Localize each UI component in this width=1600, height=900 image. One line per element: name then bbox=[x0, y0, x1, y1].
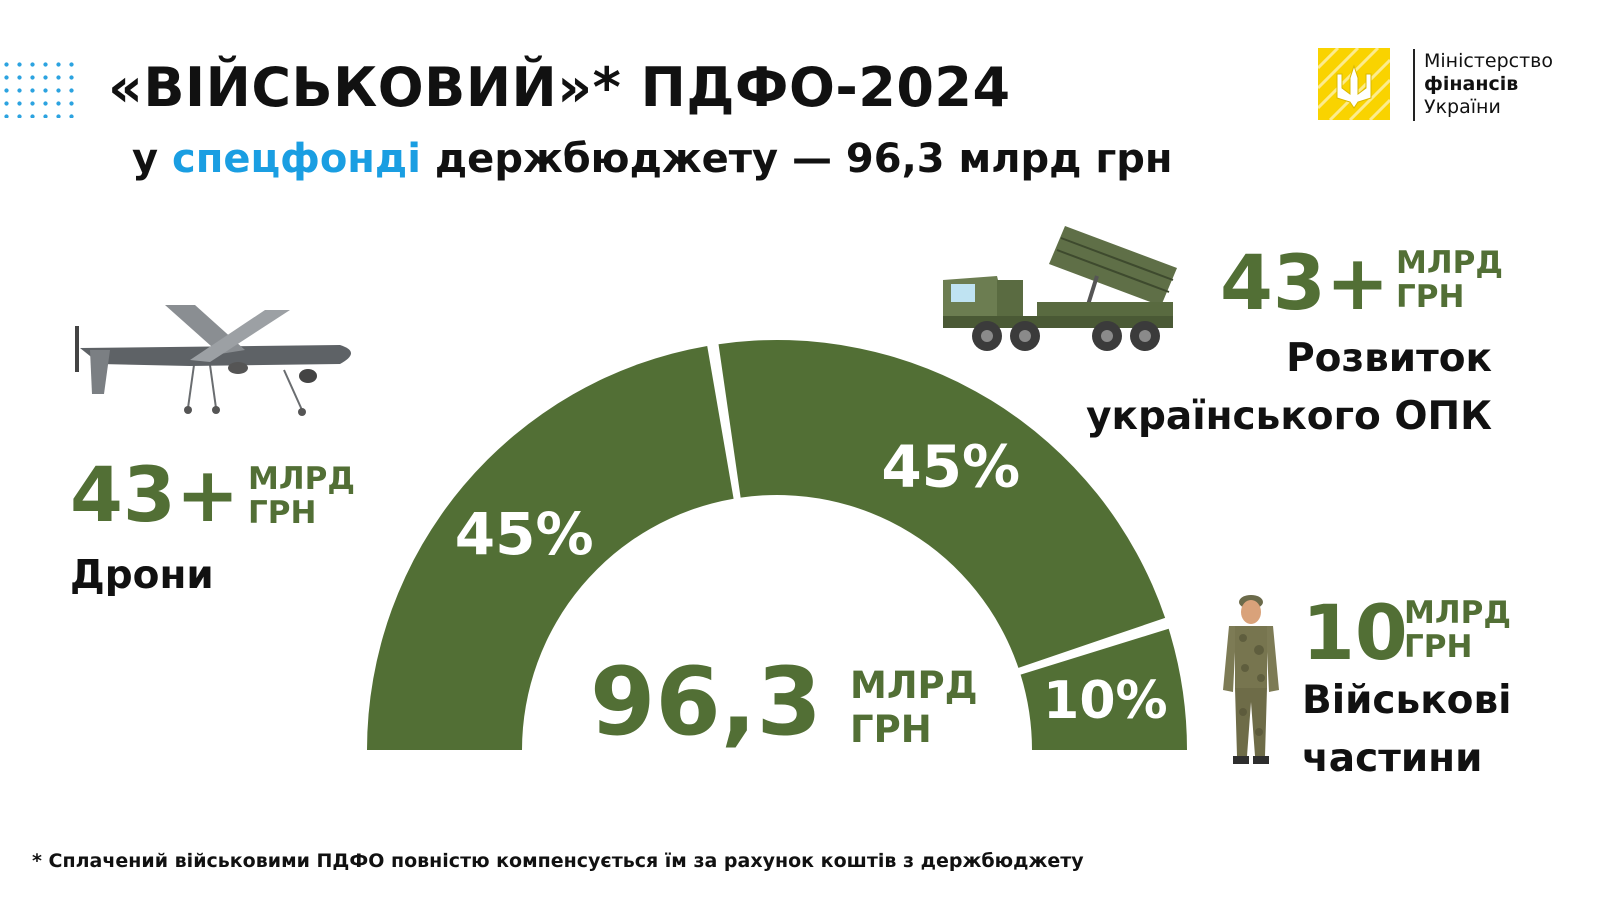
logo-divider bbox=[1413, 49, 1415, 121]
ministry-name: Міністерство фінансів України bbox=[1424, 50, 1553, 119]
ministry-name-line1: Міністерство bbox=[1424, 50, 1553, 72]
drones-unit: МЛРД ГРН bbox=[248, 462, 355, 530]
defense-industry-label-line2: українського ОПК bbox=[1086, 394, 1492, 439]
ministry-name-line3: України bbox=[1424, 96, 1501, 118]
defense-industry-amount: 43+ bbox=[1220, 238, 1390, 327]
slice-drones bbox=[367, 345, 734, 750]
defense-industry-unit-line2: ГРН bbox=[1396, 279, 1465, 315]
page-title: «ВІЙСЬКОВИЙ»* ПДФО-2024 bbox=[108, 56, 1011, 119]
total-unit-line1: МЛРД bbox=[850, 664, 978, 707]
subtitle-highlight: спецфонді bbox=[172, 136, 421, 182]
slice-defense-industry bbox=[718, 340, 1166, 668]
subtitle-prefix: у bbox=[132, 136, 172, 182]
total-unit: МЛРД ГРН bbox=[850, 664, 978, 752]
defense-industry-unit: МЛРД ГРН bbox=[1396, 246, 1503, 314]
soldier-icon bbox=[1223, 595, 1279, 764]
military-units-label: Військові частини bbox=[1302, 672, 1512, 788]
decorative-dots bbox=[0, 58, 80, 118]
ministry-name-line2: фінансів bbox=[1424, 73, 1519, 95]
military-units-unit: МЛРД ГРН bbox=[1404, 596, 1511, 664]
drones-label: Дрони bbox=[70, 553, 214, 598]
military-units-label-line1: Військові bbox=[1302, 678, 1512, 723]
slice-label-drones: 45% bbox=[455, 500, 594, 568]
defense-industry-unit-line1: МЛРД bbox=[1396, 245, 1503, 281]
drones-unit-line2: ГРН bbox=[248, 495, 317, 531]
slice-label-military-units: 10% bbox=[1043, 671, 1167, 731]
drones-amount: 43+ bbox=[70, 450, 240, 539]
defense-industry-label-line1: Розвиток bbox=[1286, 336, 1492, 381]
subtitle-suffix: держбюджету — 96,3 млрд грн bbox=[420, 136, 1173, 182]
page-subtitle: у спецфонді держбюджету — 96,3 млрд грн bbox=[132, 136, 1173, 182]
military-units-unit-line2: ГРН bbox=[1404, 629, 1473, 665]
military-units-amount: 10 bbox=[1302, 588, 1408, 677]
total-unit-line2: ГРН bbox=[850, 708, 932, 751]
drones-unit-line1: МЛРД bbox=[248, 461, 355, 497]
defense-industry-label: Розвиток українського ОПК bbox=[1086, 330, 1492, 446]
slice-label-defense-industry: 45% bbox=[881, 432, 1020, 500]
military-units-label-line2: частини bbox=[1302, 736, 1483, 781]
military-units-unit-line1: МЛРД bbox=[1404, 595, 1511, 631]
trident-logo-icon bbox=[1318, 48, 1390, 120]
footnote: * Сплачений військовими ПДФО повністю ко… bbox=[32, 850, 1084, 872]
drone-icon bbox=[75, 305, 351, 416]
total-value: 96,3 bbox=[590, 648, 822, 757]
rocket-launcher-truck-icon bbox=[943, 226, 1177, 351]
slice-military-units bbox=[1020, 628, 1187, 750]
